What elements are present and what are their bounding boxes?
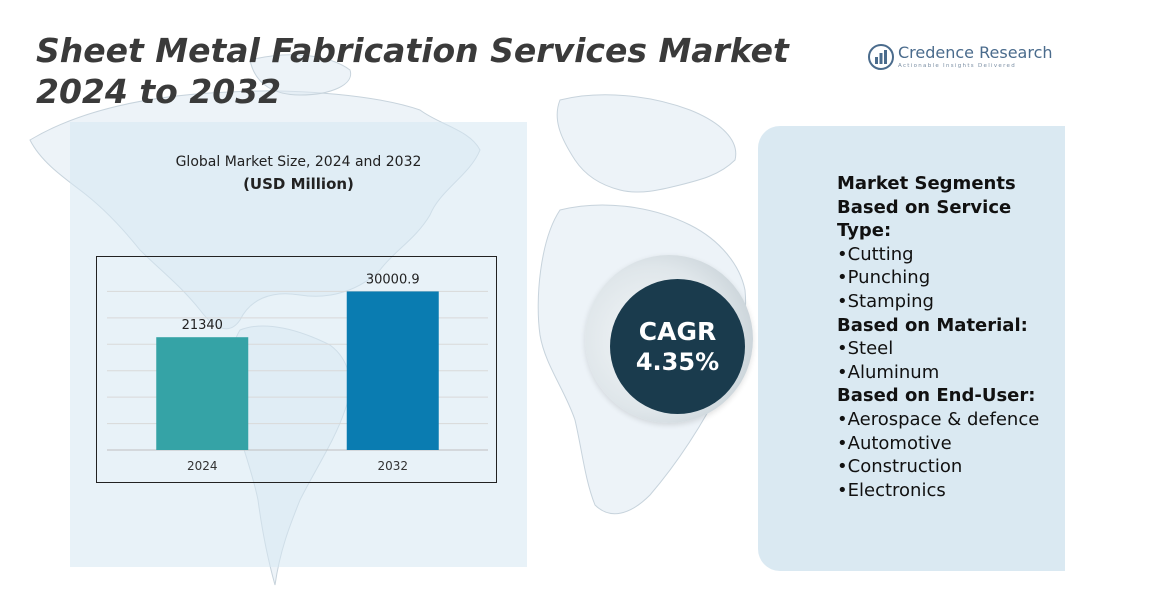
logo-name: Credence Research bbox=[898, 43, 1053, 62]
cagr-value: 4.35% bbox=[635, 347, 720, 376]
segment-item: Construction bbox=[837, 455, 1065, 479]
segment-item: Stamping bbox=[837, 290, 1065, 314]
segment-group-heading: Based on End-User: bbox=[837, 385, 1036, 407]
bar-value-label: 30000.9 bbox=[366, 272, 420, 287]
bar-chart-logo-icon bbox=[868, 44, 894, 70]
chart-title: Global Market Size, 2024 and 2032 bbox=[175, 154, 422, 170]
bar-2032 bbox=[346, 291, 439, 450]
bar-value-label: 21340 bbox=[182, 318, 223, 333]
company-logo: Credence Research Actionable Insights De… bbox=[868, 44, 1053, 70]
bar-chart: 21340 2024 30000.9 2032 bbox=[107, 272, 488, 473]
segment-item: Automotive bbox=[837, 432, 1065, 456]
segment-item: Aerospace & defence bbox=[837, 408, 1065, 432]
logo-tagline: Actionable Insights Delivered bbox=[898, 63, 1017, 69]
segment-item: Steel bbox=[837, 337, 1065, 361]
bar-chart-frame: 21340 2024 30000.9 2032 bbox=[96, 256, 497, 483]
segment-group-heading: Based on Service Type: bbox=[837, 196, 1012, 242]
bar-2024 bbox=[156, 337, 249, 450]
cagr-badge: CAGR 4.35% bbox=[610, 279, 745, 414]
x-tick-label: 2024 bbox=[187, 459, 218, 473]
segment-group-heading: Based on Material: bbox=[837, 314, 1028, 336]
segment-item: Aluminum bbox=[837, 361, 1065, 385]
cagr-label: CAGR bbox=[638, 316, 717, 346]
x-tick-label: 2032 bbox=[377, 459, 408, 473]
market-segments-list: Market Segments Based on Service Type:Cu… bbox=[837, 172, 1065, 502]
chart-heading: Global Market Size, 2024 and 2032 (USD M… bbox=[70, 152, 527, 196]
page-title: Sheet Metal Fabrication Services Market … bbox=[36, 31, 789, 111]
segments-title: Market Segments bbox=[837, 173, 1016, 194]
segment-item: Electronics bbox=[837, 479, 1065, 503]
chart-unit: (USD Million) bbox=[243, 175, 354, 193]
segment-item: Punching bbox=[837, 266, 1065, 290]
segment-item: Cutting bbox=[837, 243, 1065, 267]
